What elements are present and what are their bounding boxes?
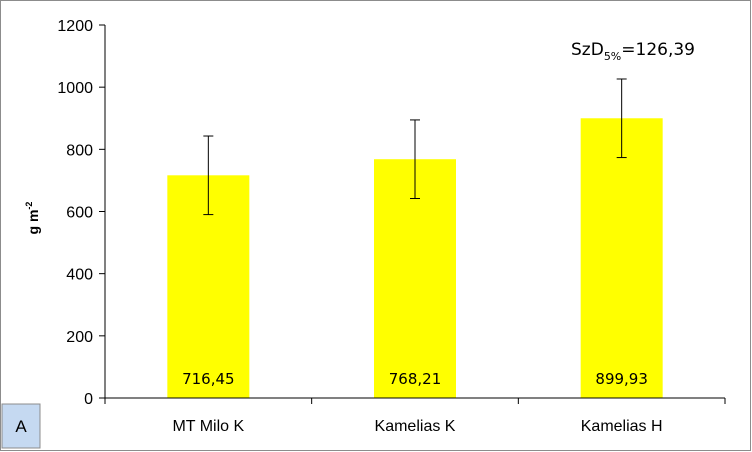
y-tick-label: 600 — [66, 205, 93, 222]
panel-label: A — [15, 417, 27, 436]
data-labels: 716,45 768,21 899,93 — [182, 370, 648, 388]
bar — [580, 118, 663, 398]
y-tick-label: 1200 — [57, 18, 93, 35]
y-tick-label: 1000 — [57, 80, 93, 97]
category-label: MT Milo K — [172, 418, 244, 435]
y-axis-ticks: 0 200 400 600 800 1000 1200 — [57, 18, 105, 408]
lsd-annotation-prefix: SzD — [571, 40, 604, 60]
y-tick-label: 800 — [66, 142, 93, 159]
bar-value-label: 716,45 — [182, 370, 235, 388]
category-label: Kamelias H — [581, 418, 663, 435]
panel-label-box — [1, 403, 41, 449]
bar-value-label: 768,21 — [389, 370, 442, 388]
bar — [374, 159, 456, 398]
lsd-annotation-value: =126,39 — [621, 40, 695, 60]
y-axis-title: g m-2 — [24, 202, 41, 235]
y-tick-label: 200 — [66, 329, 93, 346]
bar-value-label: 899,93 — [595, 370, 648, 388]
y-tick-label: 400 — [66, 267, 93, 284]
y-axis-title-superscript: -2 — [24, 202, 34, 210]
error-bars — [203, 78, 627, 216]
y-axis-title-main: g m — [25, 210, 41, 235]
category-label: Kamelias K — [375, 418, 456, 435]
y-tick-label: 0 — [84, 391, 93, 408]
lsd-annotation-subscript: 5% — [604, 50, 621, 63]
lsd-annotation: SzD5%=126,39 — [571, 40, 695, 63]
x-axis-categories: MT Milo K Kamelias K Kamelias H — [104, 398, 726, 435]
